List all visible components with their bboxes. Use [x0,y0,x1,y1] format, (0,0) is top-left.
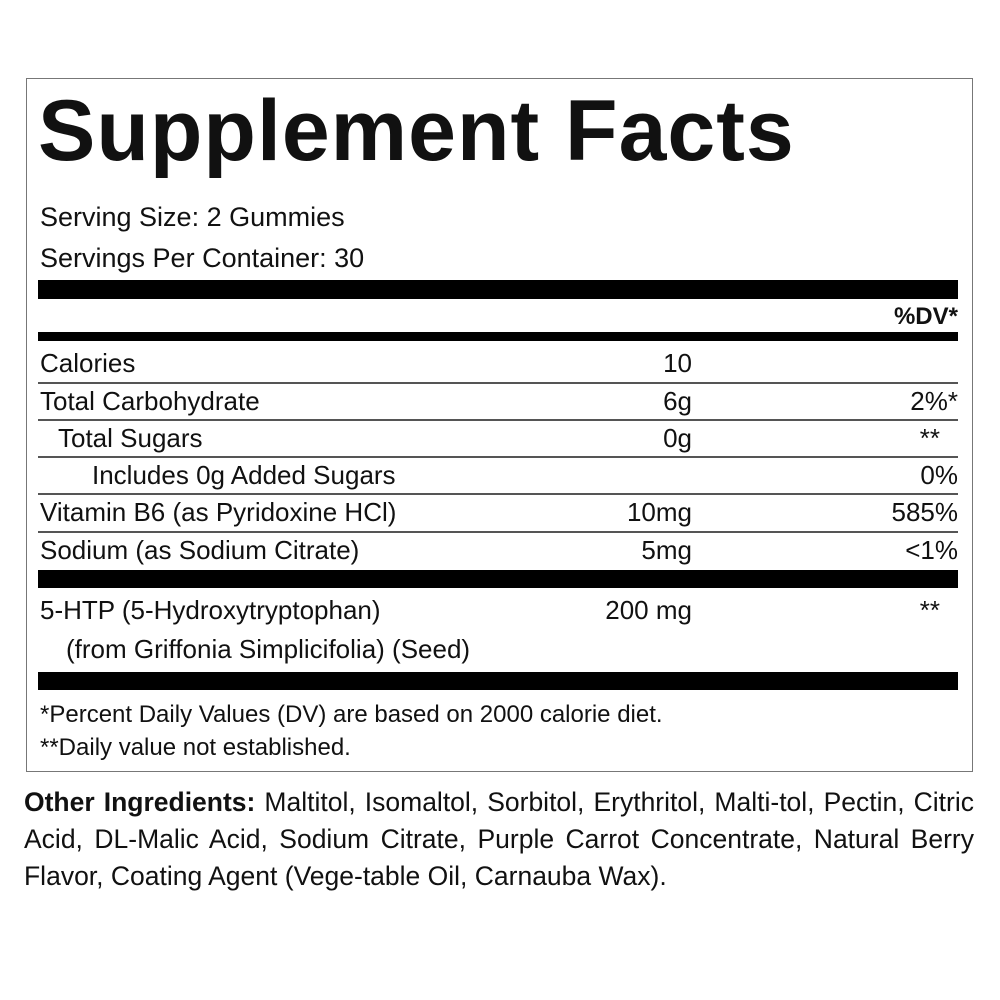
footnote-dv: *Percent Daily Values (DV) are based on … [40,701,663,728]
serving-size: Serving Size: 2 Gummies [40,202,345,232]
nutrient-row: Sodium (as Sodium Citrate) 5mg <1% [40,532,958,569]
medium-divider [38,332,958,341]
nutrient-row: Total Carbohydrate 6g 2%* [40,383,958,420]
row-divider [38,382,958,384]
other-ingredients-label: Other Ingredients: [24,787,256,817]
nutrient-name: Total Sugars [58,423,203,453]
thick-divider [38,570,958,588]
nutrient-amount: 0g [663,423,692,453]
footnote-not-established: **Daily value not established. [40,734,351,761]
nutrient-name: Total Carbohydrate [40,386,260,416]
nutrient-name: Includes 0g Added Sugars [92,460,396,490]
servings-per-container: Servings Per Container: 30 [40,243,365,273]
ingredient-amount: 200 mg [605,595,692,625]
nutrient-dv: 585% [891,497,959,527]
dv-header: %DV* [893,303,958,330]
nutrient-amount: 10mg [626,497,692,527]
nutrient-dv: 2%* [910,386,958,416]
nutrient-dv: ** [919,423,940,453]
ingredient-source: (from Griffonia Simplicifolia) (Seed) [66,634,471,664]
nutrient-row: Includes 0g Added Sugars 0% [40,457,958,494]
nutrient-dv: <1% [905,535,958,565]
thick-divider [38,280,958,299]
nutrient-amount: 6g [663,386,692,416]
ingredient-name: 5-HTP (5-Hydroxytryptophan) [40,595,381,625]
nutrient-name: Vitamin B6 (as Pyridoxine HCl) [40,497,397,527]
nutrient-row: Vitamin B6 (as Pyridoxine HCl) 10mg 585% [40,494,958,531]
other-ingredients: Other Ingredients: Maltitol, Isomaltol, … [24,784,974,895]
row-divider [38,493,958,495]
nutrient-amount: 10 [663,348,692,378]
supplement-facts-panel [26,78,973,772]
ingredient-dv: ** [919,595,940,625]
nutrient-name: Sodium (as Sodium Citrate) [40,535,360,565]
nutrient-amount: 5mg [641,535,692,565]
special-ingredient-source-row: (from Griffonia Simplicifolia) (Seed) [40,631,958,668]
row-divider [38,531,958,533]
nutrient-dv: 0% [920,460,958,490]
panel-title: Supplement Facts [38,83,795,179]
nutrient-row: Total Sugars 0g ** [40,420,958,457]
thick-divider [38,672,958,690]
special-ingredient-row: 5-HTP (5-Hydroxytryptophan) 200 mg ** [40,592,958,629]
nutrient-row: Calories 10 [40,345,958,382]
row-divider [38,456,958,458]
nutrient-name: Calories [40,348,136,378]
row-divider [38,419,958,421]
other-ingredients-text: Maltitol, Isomaltol, Sorbitol, Erythrito… [24,787,974,891]
